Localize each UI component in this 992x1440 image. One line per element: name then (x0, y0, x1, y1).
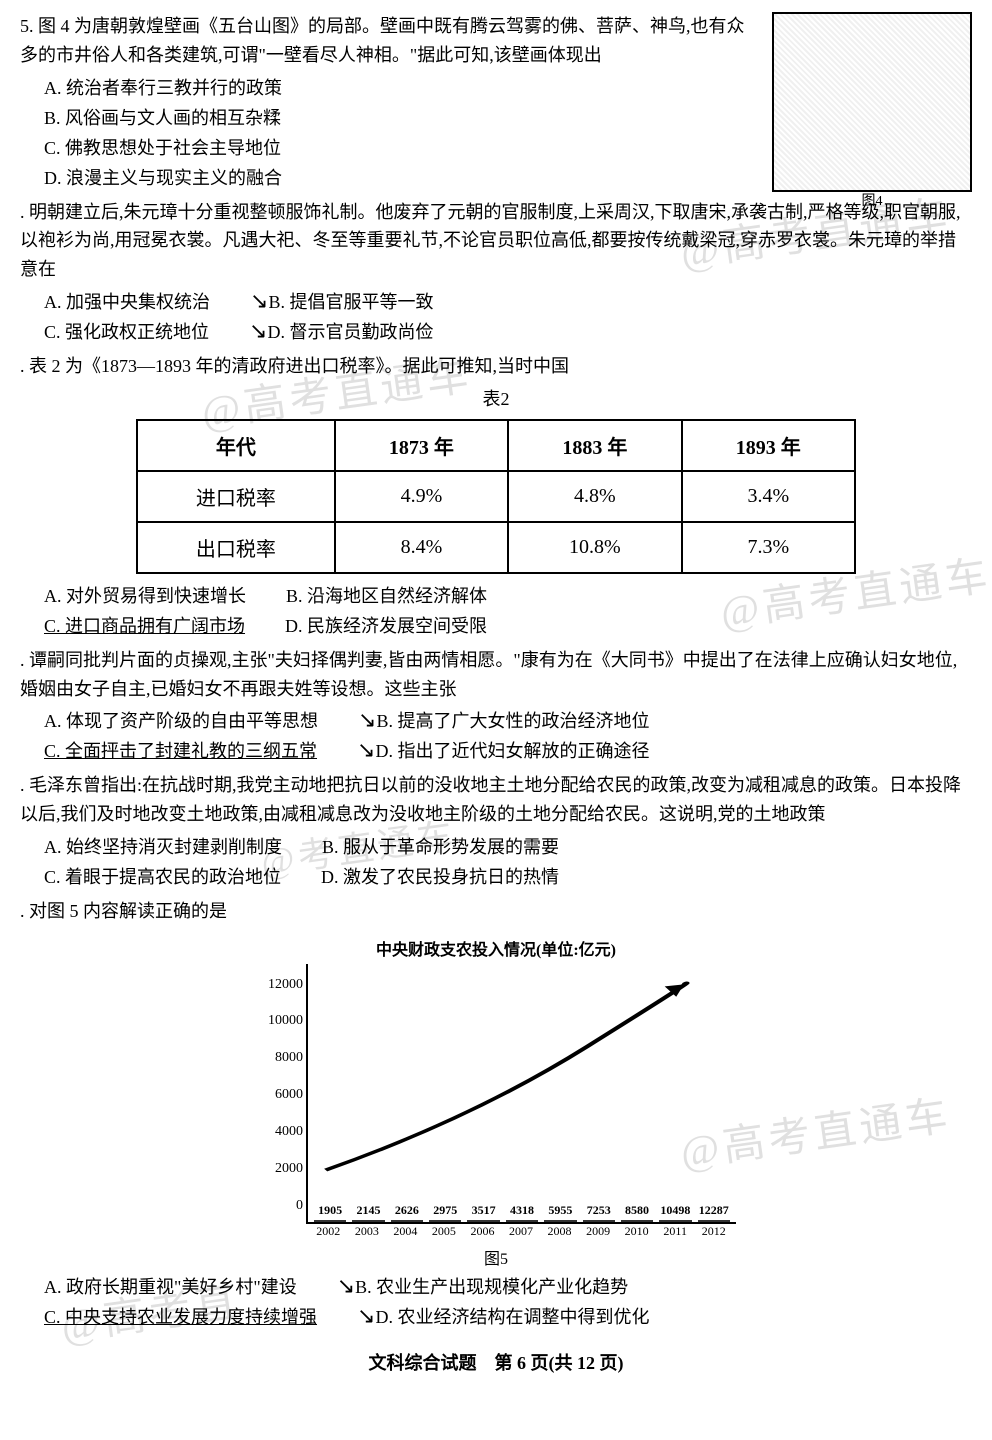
option-c: C. 强化政权正统地位 (44, 318, 209, 344)
chart-area: 020004000600080001000012000 190521452626… (306, 964, 736, 1224)
page-footer: 文科综合试题 第 6 页(共 12 页) (20, 1349, 972, 1375)
chart-title: 中央财政支农投入情况(单位:亿元) (256, 936, 736, 960)
question-10: . 毛泽东曾指出:在抗战时期,我党主动地把抗日以前的没收地主土地分配给农民的政策… (20, 771, 972, 889)
table-row: 出口税率 8.4% 10.8% 7.3% (137, 522, 855, 573)
question-text: . 明朝建立后,朱元璋十分重视整顿服饰礼制。他废弃了元朝的官服制度,上采周汉,下… (20, 198, 972, 284)
bar-chart: 中央财政支农投入情况(单位:亿元) 0200040006000800010000… (256, 936, 736, 1269)
data-table: 年代 1873 年 1883 年 1893 年 进口税率 4.9% 4.8% 3… (136, 419, 856, 574)
option-c: C. 全面抨击了封建礼教的三纲五常 (44, 737, 317, 763)
table-row: 进口税率 4.9% 4.8% 3.4% (137, 471, 855, 522)
table-header: 1873 年 (335, 420, 508, 471)
option-a: A. 政府长期重视"美好乡村"建设 (44, 1273, 297, 1299)
y-axis-ticks: 020004000600080001000012000 (253, 964, 303, 1222)
option-b: ↘B. 提高了广大女性的政治经济地位 (358, 707, 649, 733)
x-axis-labels: 2002200320042005200620072008200920102011… (306, 1224, 736, 1239)
figure-4-image: 图4 (772, 12, 972, 192)
question-6: 图4 5. 图 4 为唐朝敦煌壁画《五台山图》的局部。壁画中既有腾云驾雾的佛、菩… (20, 12, 972, 190)
option-b: B. 服从于革命形势发展的需要 (322, 833, 559, 859)
table-caption: 表2 (20, 385, 972, 411)
option-d: D. 激发了农民投身抗日的热情 (321, 863, 559, 889)
option-c: C. 中央支持农业发展力度持续增强 (44, 1303, 317, 1329)
question-11: . 对图 5 内容解读正确的是 中央财政支农投入情况(单位:亿元) 020004… (20, 897, 972, 1329)
option-d: ↘D. 农业经济结构在调整中得到优化 (357, 1303, 649, 1329)
chart-bars: 1905214526262975351743185955725385801049… (308, 964, 736, 1222)
option-d: D. 民族经济发展空间受限 (285, 612, 487, 638)
option-a: A. 始终坚持消灭封建剥削制度 (44, 833, 282, 859)
option-b: ↘B. 农业生产出现规模化产业化趋势 (337, 1273, 628, 1299)
question-7: . 明朝建立后,朱元璋十分重视整顿服饰礼制。他废弃了元朝的官服制度,上采周汉,下… (20, 198, 972, 344)
table-header: 1893 年 (682, 420, 855, 471)
table-header: 年代 (137, 420, 335, 471)
figure-5-caption: 图5 (256, 1245, 736, 1269)
question-8: . 表 2 为《1873—1893 年的清政府进出口税率》。据此可推知,当时中国… (20, 352, 972, 638)
option-a: A. 对外贸易得到快速增长 (44, 582, 246, 608)
question-text: . 对图 5 内容解读正确的是 (20, 897, 972, 926)
option-d: ↘D. 督示官员勤政尚俭 (249, 318, 433, 344)
question-text: . 谭嗣同批判片面的贞操观,主张"夫妇择偶判妻,皆由两情相愿。"康有为在《大同书… (20, 646, 972, 704)
option-a: A. 体现了资产阶级的自由平等思想 (44, 707, 318, 733)
question-9: . 谭嗣同批判片面的贞操观,主张"夫妇择偶判妻,皆由两情相愿。"康有为在《大同书… (20, 646, 972, 764)
question-text: . 毛泽东曾指出:在抗战时期,我党主动地把抗日以前的没收地主土地分配给农民的政策… (20, 771, 972, 829)
option-d: ↘D. 指出了近代妇女解放的正确途径 (357, 737, 649, 763)
table-header: 1883 年 (508, 420, 681, 471)
option-a: A. 加强中央集权统治 (44, 288, 210, 314)
question-text: . 表 2 为《1873—1893 年的清政府进出口税率》。据此可推知,当时中国 (20, 352, 972, 381)
option-b: ↘B. 提倡官服平等一致 (250, 288, 433, 314)
option-b: B. 沿海地区自然经济解体 (286, 582, 487, 608)
option-c: C. 着眼于提高农民的政治地位 (44, 863, 281, 889)
option-c: C. 进口商品拥有广阔市场 (44, 612, 245, 638)
